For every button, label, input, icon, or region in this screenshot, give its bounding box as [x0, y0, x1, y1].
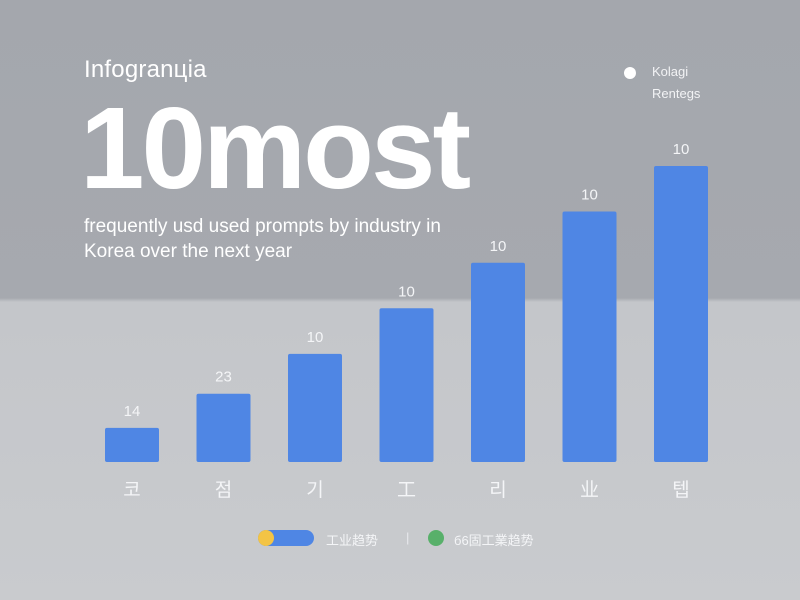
tick-label-5: 业: [580, 479, 599, 501]
toggle-pill-icon: [258, 530, 314, 546]
subtitle: frequently usd used prompts by industry …: [84, 216, 441, 262]
bar-2: [288, 353, 342, 462]
data-label-6: 10: [673, 141, 690, 158]
tick-label-6: 텝: [672, 479, 689, 501]
tick-label-2: 기: [306, 479, 323, 501]
tick-label-3: 工: [397, 479, 416, 501]
tick-label-0: 코: [123, 479, 140, 501]
legend-separator: |: [406, 530, 410, 545]
bar-6: [654, 166, 708, 462]
data-label-3: 10: [398, 283, 415, 300]
toggle-knob-icon: [258, 530, 274, 546]
data-label-1: 23: [215, 369, 232, 386]
bar-4: [471, 262, 525, 462]
bar-3: [379, 308, 434, 462]
bottom-legend-item-2: б6固工業趋势: [454, 533, 534, 548]
tick-label-1: 점: [215, 479, 232, 501]
kicker-title: Infogranцia: [84, 56, 207, 83]
legend-dot-icon: [624, 67, 636, 79]
bottom-legend-item-1: 工业趋势: [326, 533, 379, 548]
top-legend-line-2: Rentegs: [652, 86, 701, 101]
data-label-2: 10: [307, 329, 324, 346]
data-label-5: 10: [581, 187, 598, 204]
top-legend-line-1: Kolagi: [652, 64, 689, 79]
green-dot-icon: [428, 530, 444, 546]
data-label-4: 10: [490, 238, 507, 255]
bar-5: [562, 211, 617, 462]
bar-0: [105, 427, 159, 462]
tick-label-4: 리: [489, 479, 506, 501]
data-label-0: 14: [124, 403, 141, 420]
headline: 10most: [80, 83, 471, 213]
bar-1: [196, 393, 251, 462]
